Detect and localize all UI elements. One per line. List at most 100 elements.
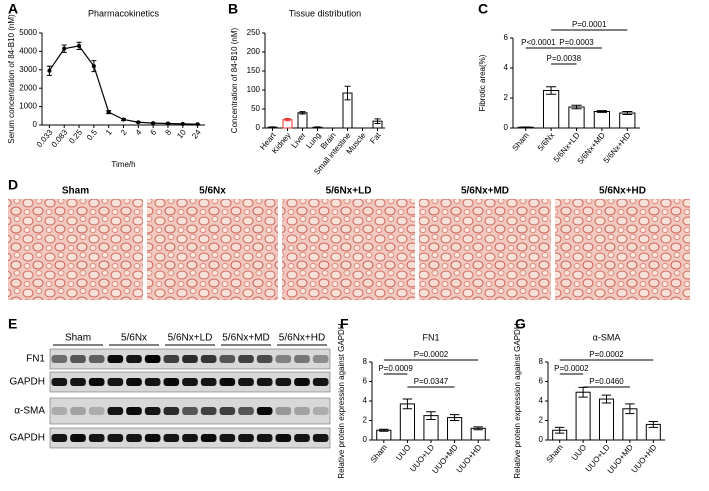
- blot-band: [51, 355, 68, 363]
- y-tick-label: 2: [363, 416, 368, 425]
- blot-band: [200, 407, 217, 415]
- error-bar: [622, 111, 633, 115]
- blot-band: [107, 407, 124, 415]
- x-tick-label: UUO+HD: [455, 443, 484, 475]
- histology-image: [8, 199, 143, 300]
- x-tick-label: 0.5: [85, 127, 99, 142]
- y-tick-label: 2: [504, 93, 509, 102]
- blot-band: [182, 434, 198, 442]
- blot-band: [126, 355, 142, 363]
- x-tick-label: 5/6Nx: [536, 131, 556, 153]
- blot-band: [70, 434, 86, 442]
- chart-title: FN1: [422, 332, 439, 342]
- bar: [297, 112, 308, 129]
- blot-band: [70, 407, 86, 415]
- chart-title: Pharmacokinetics: [88, 8, 160, 18]
- blot-band: [219, 407, 236, 415]
- blot-band: [238, 407, 254, 415]
- y-tick-label: 2000: [19, 83, 37, 92]
- blot-row-label: GAPDH: [9, 433, 45, 444]
- blot-band: [182, 378, 198, 386]
- error-bar: [269, 126, 276, 129]
- error-bar: [379, 428, 389, 432]
- error-bar: [601, 394, 612, 404]
- blot-band: [88, 434, 105, 442]
- blot-band: [126, 378, 142, 386]
- blot-band: [275, 434, 292, 442]
- panel-letter: G: [515, 316, 526, 332]
- bar: [542, 90, 560, 129]
- blot-band: [126, 434, 142, 442]
- y-axis-label: Fibrotic area(%): [478, 54, 487, 111]
- p-value: P<0.0001: [521, 38, 556, 47]
- y-tick-label: 150: [247, 66, 261, 75]
- y-tick-label: 0: [256, 123, 261, 132]
- blot-band: [294, 407, 310, 415]
- chart-title: α-SMA: [593, 332, 621, 342]
- error-bar: [648, 420, 658, 428]
- bar: [598, 398, 615, 441]
- blot-band: [238, 378, 254, 386]
- blot-band: [88, 407, 105, 415]
- y-tick-label: 4000: [19, 47, 37, 56]
- blot-band: [163, 434, 180, 442]
- blot-band: [256, 407, 273, 415]
- blot-band: [200, 378, 217, 386]
- blot-band: [182, 407, 198, 415]
- histology-label: 5/6Nx+LD: [326, 186, 372, 197]
- p-value: P=0.0002: [589, 350, 624, 359]
- blot-row-label: α-SMA: [14, 406, 45, 417]
- y-tick-label: 6: [504, 33, 509, 42]
- blot-group-label: 5/6Nx+HD: [279, 333, 325, 344]
- error-bar: [546, 86, 557, 95]
- histology-image: [419, 199, 551, 300]
- bar: [575, 391, 591, 441]
- x-tick-label: 2: [119, 127, 129, 137]
- histology-label: Sham: [62, 186, 89, 197]
- data-point: [121, 117, 126, 122]
- blot-band: [144, 378, 161, 386]
- blot-band: [51, 407, 68, 415]
- panel-letter: C: [478, 1, 488, 17]
- blot-band: [88, 378, 105, 386]
- blot-band: [107, 378, 124, 386]
- data-point: [136, 120, 141, 125]
- x-tick-label: 24: [190, 127, 203, 140]
- blot-band: [200, 434, 217, 442]
- blot-band: [275, 378, 292, 386]
- blot-group-label: 5/6Nx+LD: [168, 333, 213, 344]
- blot-band: [182, 355, 198, 363]
- y-tick-label: 200: [247, 47, 261, 56]
- error-bar: [449, 414, 460, 421]
- data-point: [62, 46, 67, 51]
- blot-band: [312, 407, 329, 415]
- y-tick-label: 4: [363, 396, 368, 405]
- data-point: [180, 121, 185, 126]
- error-bar: [625, 403, 635, 415]
- blot-band: [144, 434, 161, 442]
- blot-band: [163, 407, 180, 415]
- y-axis-label: Relative protein expression against GAPD…: [513, 323, 522, 478]
- blot-band: [219, 378, 236, 386]
- error-bar: [596, 110, 607, 113]
- error-bar: [299, 111, 306, 115]
- x-tick-label: Liver: [290, 131, 308, 150]
- blot-band: [51, 378, 68, 386]
- blot-band: [144, 407, 161, 415]
- blot-band: [238, 434, 254, 442]
- blot-band: [294, 434, 310, 442]
- panel-letter: E: [8, 316, 17, 332]
- error-bar: [426, 411, 436, 421]
- blot-band: [107, 355, 124, 363]
- error-bar: [314, 126, 321, 129]
- p-value: P=0.0038: [547, 54, 582, 63]
- blot-band: [256, 378, 273, 386]
- y-tick-label: 50: [251, 104, 260, 113]
- x-tick-label: UUO: [394, 443, 412, 462]
- y-tick-label: 0: [363, 435, 368, 444]
- y-axis-label: Relative protein expression against GAPD…: [337, 323, 346, 478]
- blot-band: [238, 355, 254, 363]
- bar: [399, 403, 415, 441]
- x-tick-label: 10: [175, 127, 188, 140]
- y-tick-label: 6: [539, 377, 544, 386]
